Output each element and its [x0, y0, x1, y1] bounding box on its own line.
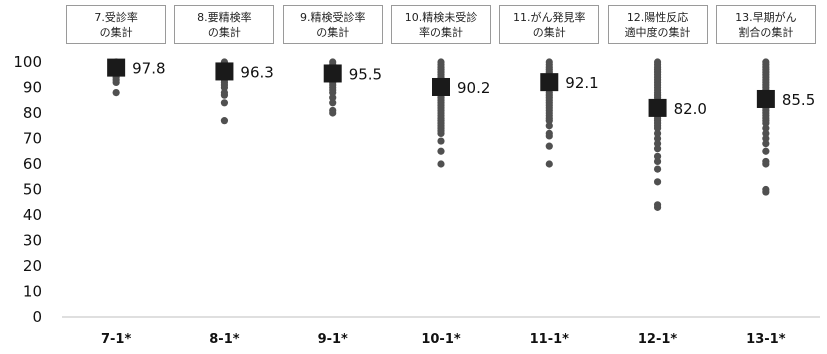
data-point: [762, 129, 770, 137]
data-point: [762, 140, 770, 148]
column-header: 10.精検未受診 率の集計: [391, 5, 491, 44]
data-point: [545, 122, 553, 130]
data-point: [653, 157, 662, 166]
data-point: [653, 152, 662, 160]
data-point: [545, 142, 553, 150]
mean-marker: [540, 73, 559, 92]
data-point: [220, 117, 229, 125]
data-point: [762, 160, 770, 168]
y-tick-label: 0: [32, 308, 42, 326]
mean-label: 95.5: [349, 65, 382, 83]
data-point: [220, 99, 229, 107]
x-tick-label: 9-1*: [318, 332, 348, 347]
data-point: [545, 160, 553, 168]
column-header: 7.受診率 の集計: [66, 5, 167, 44]
y-tick-label: 100: [13, 53, 42, 71]
y-tick-label: 70: [23, 130, 42, 148]
data-point: [762, 119, 770, 127]
data-point: [329, 94, 337, 102]
data-point: [329, 99, 337, 107]
data-point: [220, 83, 229, 92]
y-tick-label: 50: [23, 181, 42, 199]
data-point: [653, 124, 662, 132]
data-point: [762, 124, 770, 132]
y-tick-label: 90: [23, 79, 42, 97]
mean-marker: [648, 98, 667, 117]
y-tick-label: 10: [23, 283, 42, 301]
mean-marker: [323, 64, 342, 83]
column-header: 12.陽性反応 適中度の集計: [607, 5, 708, 44]
mean-marker: [756, 89, 775, 108]
y-tick-label: 80: [23, 104, 42, 122]
mean-marker: [215, 62, 234, 81]
data-point: [762, 188, 770, 196]
data-point: [545, 132, 553, 140]
x-tick-label: 11-1*: [530, 332, 570, 347]
y-tick-label: 20: [23, 257, 42, 275]
data-point: [437, 137, 445, 145]
data-point: [762, 134, 770, 143]
data-point: [437, 147, 445, 155]
data-point: [653, 140, 662, 148]
data-point: [112, 78, 120, 86]
data-point: [653, 129, 662, 137]
data-point: [329, 109, 337, 117]
x-tick-label: 8-1*: [209, 332, 239, 347]
y-tick-label: 60: [23, 155, 42, 173]
data-point: [329, 89, 337, 97]
data-point: [762, 147, 770, 155]
data-point: [437, 129, 445, 137]
mean-label: 85.5: [782, 91, 815, 109]
mean-marker: [107, 58, 126, 77]
data-point: [653, 145, 662, 153]
mean-marker: [432, 77, 450, 96]
data-point: [653, 134, 662, 143]
data-point: [653, 178, 662, 186]
data-point: [545, 117, 553, 125]
mean-label: 96.3: [240, 63, 273, 81]
x-tick-label: 7-1*: [101, 332, 131, 347]
data-point: [653, 165, 662, 173]
column-header: 13.早期がん 割合の集計: [715, 5, 816, 44]
mean-label: 90.2: [457, 79, 490, 97]
y-tick-label: 40: [23, 206, 42, 224]
data-point: [653, 203, 662, 211]
column-header: 8.要精検率 の集計: [174, 5, 275, 44]
y-tick-label: 30: [23, 232, 42, 250]
x-tick-label: 10-1*: [421, 332, 461, 347]
mean-label: 92.1: [565, 74, 598, 92]
mean-label: 82.0: [674, 100, 707, 118]
column-header: 9.精検受診率 の集計: [282, 5, 383, 44]
data-point: [220, 91, 229, 99]
data-point: [112, 89, 120, 97]
x-tick-label: 13-1*: [746, 332, 786, 347]
data-point: [437, 160, 445, 168]
column-header: 11.がん発見率 の集計: [499, 5, 600, 44]
mean-label: 97.8: [132, 60, 165, 78]
x-tick-label: 12-1*: [638, 332, 678, 347]
